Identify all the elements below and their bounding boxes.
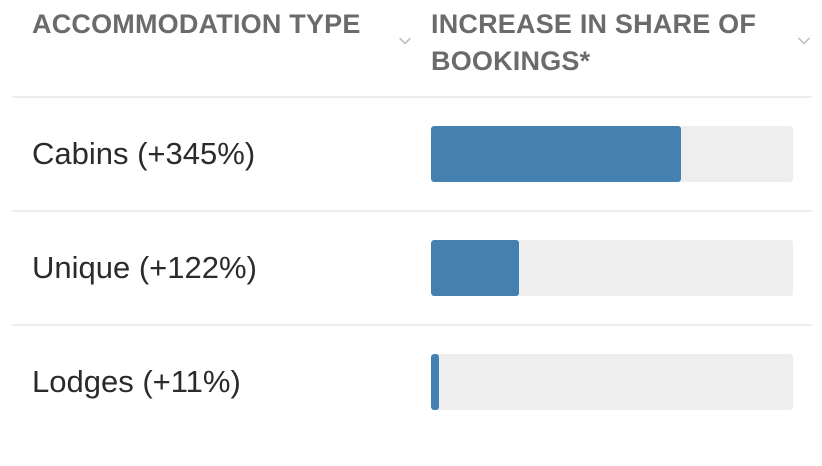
bar-track <box>431 354 793 410</box>
row-label: Lodges (+11%) <box>32 364 241 399</box>
chevron-down-icon[interactable] <box>797 34 811 48</box>
table-row: Unique (+122%) <box>12 212 812 326</box>
accommodation-table: ACCOMMODATION TYPE INCREASE IN SHARE OF … <box>12 0 812 438</box>
bar-track <box>431 126 793 182</box>
row-label: Unique (+122%) <box>32 250 257 285</box>
table-row: Lodges (+11%) <box>12 326 812 438</box>
bar-track <box>431 240 793 296</box>
chevron-down-icon[interactable] <box>398 34 412 48</box>
row-label: Cabins (+345%) <box>32 136 256 171</box>
table-row: Cabins (+345%) <box>12 98 812 212</box>
bar <box>431 240 519 296</box>
column-header-accommodation-type[interactable]: ACCOMMODATION TYPE <box>32 9 361 39</box>
table-header: ACCOMMODATION TYPE INCREASE IN SHARE OF … <box>12 0 812 98</box>
bar <box>431 126 681 182</box>
table-body: Cabins (+345%) Unique (+122%) Lodges (+11%… <box>12 98 812 438</box>
column-header-increase-in-share[interactable]: INCREASE IN SHARE OF BOOKINGS* <box>431 9 757 76</box>
bar <box>431 354 439 410</box>
